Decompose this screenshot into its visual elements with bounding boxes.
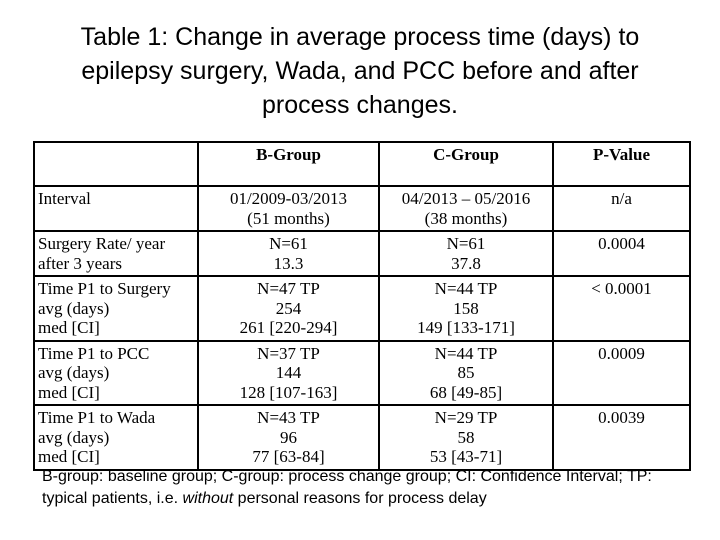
cell-time-to-wada-b-group: N=43 TP 96 77 [63-84] — [197, 404, 380, 471]
table-row-interval: Interval 01/2009-03/2013 (51 months) 04/… — [33, 185, 691, 232]
footnote-line-2-post: personal reasons for process delay — [233, 490, 487, 507]
header-cell-c-group: C-Group — [378, 141, 554, 187]
cell-time-to-wada-p-value: 0.0039 — [552, 404, 691, 471]
title-line-2: epilepsy surgery, Wada, and PCC before a… — [81, 57, 639, 85]
cell-interval-c-group: 04/2013 – 05/2016 (38 months) — [378, 185, 554, 232]
footnote-line-2-pre: typical patients, i.e. — [42, 490, 183, 507]
row-label-time-to-surgery: Time P1 to Surgery avg (days) med [CI] — [33, 275, 199, 342]
table-header-row: B-Group C-Group P-Value — [33, 141, 691, 187]
footnote-line-2: typical patients, i.e. without personal … — [42, 488, 692, 510]
title-line-3: process changes. — [262, 91, 458, 119]
table-row-time-to-pcc: Time P1 to PCC avg (days) med [CI] N=37 … — [33, 339, 691, 406]
table-row-time-to-surgery: Time P1 to Surgery avg (days) med [CI] N… — [33, 275, 691, 342]
cell-surgery-rate-p-value: 0.0004 — [552, 230, 691, 277]
table-footnote: B-group: baseline group; C-group: proces… — [42, 466, 692, 510]
cell-time-to-wada-c-group: N=29 TP 58 53 [43-71] — [378, 404, 554, 471]
row-label-time-to-wada: Time P1 to Wada avg (days) med [CI] — [33, 404, 199, 471]
header-cell-b-group: B-Group — [197, 141, 380, 187]
cell-time-to-pcc-b-group: N=37 TP 144 128 [107-163] — [197, 339, 380, 406]
footnote-line-2-italic-word: without — [182, 490, 234, 507]
cell-time-to-pcc-p-value: 0.0009 — [552, 339, 691, 406]
cell-surgery-rate-b-group: N=61 13.3 — [197, 230, 380, 277]
page-title: Table 1: Change in average process time … — [0, 20, 720, 122]
cell-time-to-surgery-b-group: N=47 TP 254 261 [220-294] — [197, 275, 380, 342]
cell-interval-b-group: 01/2009-03/2013 (51 months) — [197, 185, 380, 232]
results-table: B-Group C-Group P-Value Interval 01/2009… — [33, 141, 691, 471]
cell-surgery-rate-c-group: N=61 37.8 — [378, 230, 554, 277]
cell-time-to-pcc-c-group: N=44 TP 85 68 [49-85] — [378, 339, 554, 406]
cell-time-to-surgery-p-value: < 0.0001 — [552, 275, 691, 342]
title-line-1: Table 1: Change in average process time … — [80, 23, 640, 51]
row-label-surgery-rate: Surgery Rate/ year after 3 years — [33, 230, 199, 277]
cell-time-to-surgery-c-group: N=44 TP 158 149 [133-171] — [378, 275, 554, 342]
table-row-time-to-wada: Time P1 to Wada avg (days) med [CI] N=43… — [33, 404, 691, 471]
header-cell-empty — [33, 141, 199, 187]
cell-interval-p-value: n/a — [552, 185, 691, 232]
header-cell-p-value: P-Value — [552, 141, 691, 187]
row-label-interval: Interval — [33, 185, 199, 232]
row-label-time-to-pcc: Time P1 to PCC avg (days) med [CI] — [33, 339, 199, 406]
table-row-surgery-rate: Surgery Rate/ year after 3 years N=61 13… — [33, 230, 691, 277]
footnote-line-1: B-group: baseline group; C-group: proces… — [42, 468, 652, 485]
